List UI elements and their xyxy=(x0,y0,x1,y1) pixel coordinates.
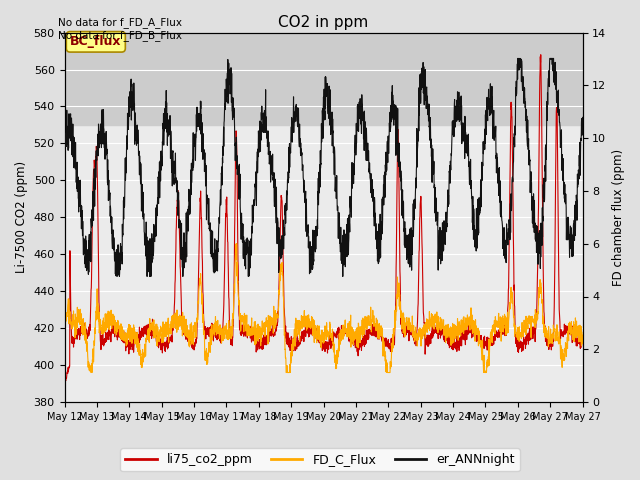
Bar xyxy=(65,33,582,125)
Y-axis label: Li-7500 CO2 (ppm): Li-7500 CO2 (ppm) xyxy=(15,161,28,274)
Legend: li75_co2_ppm, FD_C_Flux, er_ANNnight: li75_co2_ppm, FD_C_Flux, er_ANNnight xyxy=(120,448,520,471)
Text: No data for f_FD_A_Flux: No data for f_FD_A_Flux xyxy=(58,17,182,28)
Title: CO2 in ppm: CO2 in ppm xyxy=(278,15,369,30)
Text: BC_flux: BC_flux xyxy=(70,36,122,48)
Text: No data for f_FD_B_Flux: No data for f_FD_B_Flux xyxy=(58,30,182,41)
Y-axis label: FD chamber flux (ppm): FD chamber flux (ppm) xyxy=(612,149,625,286)
